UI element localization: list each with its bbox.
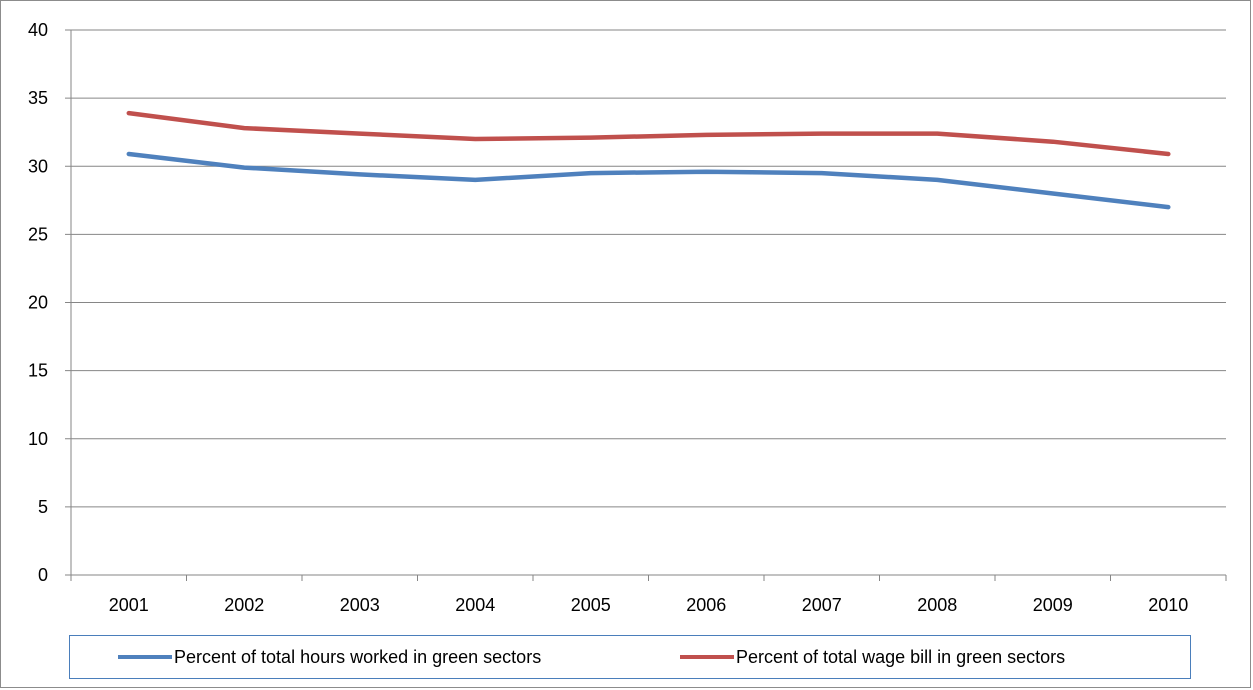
- y-tick-label-0: 0: [38, 565, 48, 585]
- y-tick-labels: 0 5 10 15 20 25 30 35 40: [28, 20, 48, 585]
- legend-item-wage: Percent of total wage bill in green sect…: [680, 636, 1065, 678]
- x-tick-label-2006: 2006: [686, 595, 726, 615]
- x-tick-label-2005: 2005: [571, 595, 611, 615]
- x-tick-label-2004: 2004: [455, 595, 495, 615]
- x-tick-label-2008: 2008: [917, 595, 957, 615]
- legend: Percent of total hours worked in green s…: [69, 635, 1191, 679]
- legend-swatch-wage: [680, 655, 734, 659]
- x-tick-label-2001: 2001: [109, 595, 149, 615]
- x-tick-label-2009: 2009: [1033, 595, 1073, 615]
- series-line-hours: [126, 151, 1171, 210]
- y-tick-label-10: 10: [28, 429, 48, 449]
- y-tick-label-35: 35: [28, 88, 48, 108]
- legend-swatch-hours: [118, 655, 172, 659]
- y-tick-label-25: 25: [28, 224, 48, 244]
- series-line-wage: [126, 110, 1171, 157]
- gridlines: [71, 29, 1226, 508]
- axes: [65, 29, 1227, 581]
- x-tick-label-2003: 2003: [340, 595, 380, 615]
- legend-item-hours: Percent of total hours worked in green s…: [118, 636, 541, 678]
- y-tick-label-40: 40: [28, 20, 48, 40]
- x-tick-labels: 2001 2002 2003 2004 2005 2006 2007 2008 2009 2010: [109, 595, 1189, 615]
- series-lines: [126, 110, 1171, 210]
- x-tick-label-2010: 2010: [1148, 595, 1188, 615]
- x-tick-label-2002: 2002: [224, 595, 264, 615]
- legend-label-hours: Percent of total hours worked in green s…: [174, 646, 542, 667]
- y-tick-label-30: 30: [28, 156, 48, 176]
- y-tick-label-5: 5: [38, 497, 48, 517]
- y-tick-label-15: 15: [28, 361, 48, 381]
- legend-label-wage: Percent of total wage bill in green sect…: [736, 646, 1066, 667]
- y-tick-label-20: 20: [28, 293, 48, 313]
- x-tick-label-2007: 2007: [802, 595, 842, 615]
